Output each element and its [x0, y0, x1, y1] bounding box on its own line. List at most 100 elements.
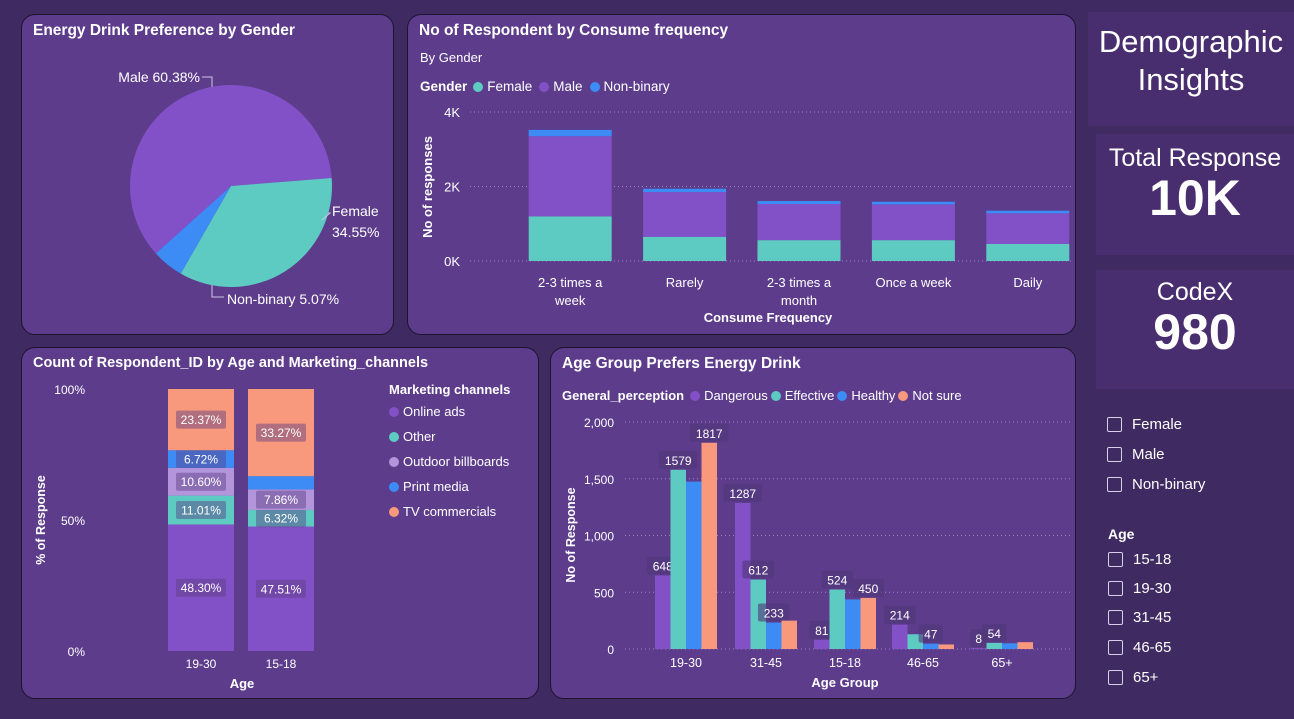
legend-label: Other — [403, 429, 436, 444]
legend-dot-icon — [589, 81, 600, 92]
legend-dot-icon — [389, 506, 399, 517]
perception-legend: General_perception Dangerous Effective H… — [562, 388, 965, 403]
codex-label: CodeX — [1156, 278, 1234, 306]
y-tick-label: 1,500 — [584, 473, 614, 487]
y-axis-label: % of Response — [34, 475, 48, 565]
pie-label-male: Male 60.38% — [118, 69, 200, 85]
slicer-option-age-15-18[interactable]: 15-18 — [1108, 551, 1171, 568]
legend-item-dangerous[interactable]: Dangerous — [690, 388, 768, 403]
slicer-option-label: 31-45 — [1133, 609, 1172, 626]
slicer-option-female[interactable]: Female — [1107, 416, 1182, 433]
pie-slice-female — [180, 177, 332, 287]
data-label: 648 — [653, 559, 673, 573]
pie-leader-line — [211, 285, 224, 298]
data-label: 6.32% — [264, 512, 298, 526]
bar-dangerous — [892, 624, 908, 649]
checkbox-icon[interactable] — [1108, 610, 1123, 625]
bar-segment-female — [643, 236, 727, 261]
y-tick-label: 500 — [594, 586, 614, 600]
data-label-background — [852, 578, 885, 597]
bar-notsure — [701, 442, 717, 649]
data-label-background — [256, 579, 306, 598]
pie-label-nonbinary: Non-binary 5.07% — [227, 291, 339, 307]
bar-segment-other — [248, 509, 314, 527]
slicer-option-male[interactable]: Male — [1107, 446, 1165, 463]
slicer-option-nonbinary[interactable]: Non-binary — [1107, 476, 1205, 493]
bar-segment-tvcommercials — [168, 389, 234, 451]
bar-segment-printmedia — [168, 450, 234, 468]
slicer-option-label: Female — [1132, 416, 1183, 433]
x-axis-label: Age — [230, 676, 255, 691]
legend-dot-icon — [389, 456, 399, 467]
frequency-bar-chart: 0K 2K 4K No of responses Consume Frequency 2-… — [420, 105, 1072, 325]
checkbox-icon[interactable] — [1108, 552, 1123, 567]
y-tick-label: 2,000 — [584, 416, 614, 430]
legend-label: Outdoor billboards — [403, 454, 510, 469]
pie-leader-line — [321, 212, 332, 221]
y-tick-label: 4K — [444, 105, 460, 120]
checkbox-icon[interactable] — [1108, 670, 1123, 685]
pie-label-female-value: 34.55% — [332, 224, 379, 240]
checkbox-icon[interactable] — [1107, 447, 1122, 462]
legend-dot-icon — [539, 81, 550, 92]
bar-segment-female — [871, 240, 955, 261]
legend-label: Dangerous — [704, 388, 768, 403]
data-label: 47.51% — [261, 582, 302, 596]
pie-chart-title: Energy Drink Preference by Gender — [33, 22, 295, 39]
data-label-background — [658, 450, 698, 469]
legend-item-male[interactable]: Male — [539, 79, 583, 94]
checkbox-icon[interactable] — [1107, 417, 1122, 432]
checkbox-icon[interactable] — [1107, 477, 1122, 492]
legend-item-female[interactable]: Female — [473, 79, 532, 94]
legend-label: Print media — [403, 479, 469, 494]
slicer-option-age-65plus[interactable]: 65+ — [1108, 669, 1158, 686]
legend-item-nonbinary[interactable]: Non-binary — [589, 79, 670, 94]
slicer-option-age-46-65[interactable]: 46-65 — [1108, 639, 1171, 656]
x-tick-label: week — [554, 293, 586, 308]
legend-label: Not sure — [912, 388, 962, 403]
bar-segment-nonbinary — [871, 201, 955, 205]
data-label-background — [176, 578, 226, 597]
age-group-chart-title: Age Group Prefers Energy Drink — [562, 355, 801, 372]
legend-item-online-ads[interactable]: Online ads — [389, 404, 510, 419]
y-tick-label: 0 — [607, 643, 614, 657]
legend-item-outdoor-billboards[interactable]: Outdoor billboards — [389, 454, 510, 469]
legend-item-other[interactable]: Other — [389, 429, 510, 444]
marketing-chart-title: Count of Respondent_ID by Age and Market… — [33, 355, 429, 371]
data-label: 8 — [975, 632, 982, 646]
data-label-background — [176, 450, 226, 469]
data-label: 11.01% — [181, 504, 221, 518]
data-label-background — [982, 623, 1007, 642]
slicer-option-age-19-30[interactable]: 19-30 — [1108, 580, 1171, 597]
data-label: 1579 — [665, 454, 692, 468]
legend-item-print-media[interactable]: Print media — [389, 479, 510, 494]
total-response-card: Total Response 10K — [1096, 134, 1294, 255]
bar-segment-printmedia — [248, 476, 314, 490]
y-axis-label: No of responses — [420, 136, 435, 238]
bar-segment-other — [168, 495, 234, 525]
legend-item-tv-commercials[interactable]: TV commercials — [389, 504, 510, 519]
bar-segment-female — [757, 240, 841, 261]
legend-item-effective[interactable]: Effective — [770, 388, 834, 403]
frequency-chart-panel: No of Respondent by Consume frequency By… — [407, 14, 1076, 335]
x-axis-label: Age Group — [811, 675, 878, 690]
pie-leader-line — [202, 76, 213, 87]
legend-item-not-sure[interactable]: Not sure — [898, 388, 962, 403]
bar-notsure — [938, 644, 954, 649]
data-label-background — [689, 423, 729, 442]
data-label-background — [742, 560, 775, 579]
checkbox-icon[interactable] — [1108, 581, 1123, 596]
bar-healthy — [766, 622, 782, 649]
slicer-option-age-31-45[interactable]: 31-45 — [1108, 609, 1171, 626]
bar-dangerous — [971, 648, 987, 649]
age-group-bar-chart: 0 500 1,000 1,500 2,000 No of Response Age Gro… — [564, 416, 1073, 690]
legend-item-healthy[interactable]: Healthy — [837, 388, 895, 403]
data-label-background — [918, 624, 943, 643]
x-tick-label: 65+ — [991, 656, 1012, 670]
checkbox-icon[interactable] — [1108, 640, 1123, 655]
pie-chart-panel: Energy Drink Preference by Gender Male 6… — [21, 14, 394, 335]
pie-slice-male — [130, 85, 332, 254]
codex-card: CodeX 980 — [1096, 270, 1294, 389]
data-label: 23.37% — [181, 413, 222, 427]
bar-healthy — [923, 643, 939, 649]
